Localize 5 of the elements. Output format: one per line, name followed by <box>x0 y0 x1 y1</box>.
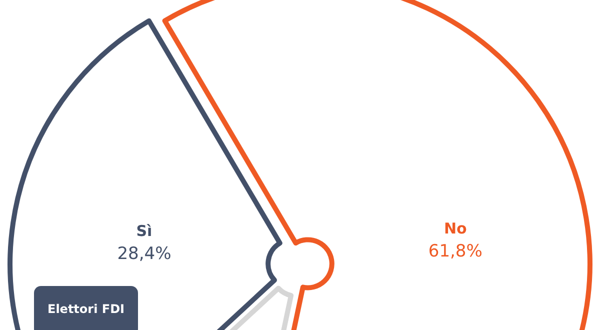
slice-label: No <box>444 220 467 238</box>
data-label: 28,4% <box>117 244 172 264</box>
data-label: 61,8% <box>428 242 482 262</box>
slice-label: Sì <box>136 222 152 240</box>
text: Elettori FDI <box>48 302 124 316</box>
